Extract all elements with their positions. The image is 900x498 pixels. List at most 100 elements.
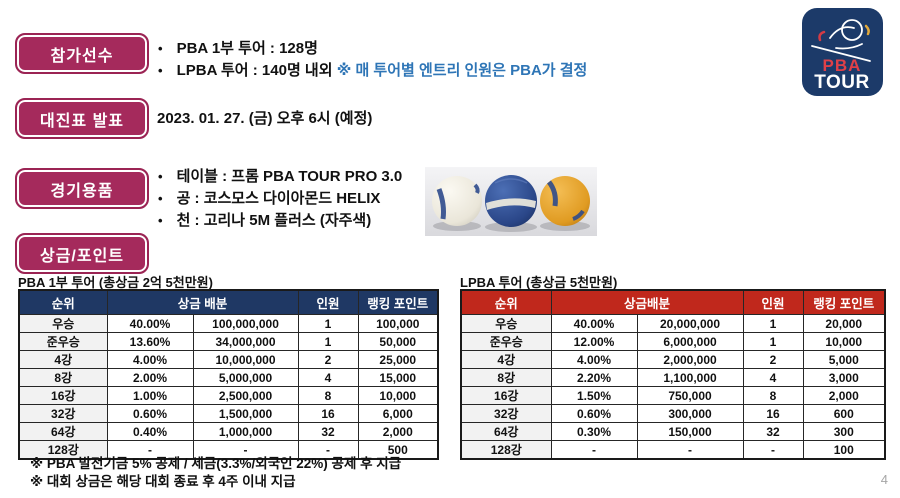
table-cell: 4.00% (106, 350, 194, 369)
table-cell: 2 (742, 350, 804, 369)
table-cell: 1 (297, 314, 359, 333)
rank-cell: 우승 (460, 314, 552, 333)
list-item: 공 : 코스모스 다이아몬드 HELIX (158, 188, 402, 210)
table-cell: 1,100,000 (636, 368, 744, 387)
table-cell: 10,000 (802, 332, 886, 351)
bullet-text: 공 : 코스모스 다이아몬드 HELIX (176, 190, 381, 207)
table-cell: 5,000,000 (192, 368, 299, 387)
table-row: 준우승 12.00% 6,000,000 1 10,000 (460, 332, 886, 351)
table-cell: 300,000 (636, 404, 744, 423)
table-cell: 20,000,000 (636, 314, 744, 333)
table-row: 8강 2.00% 5,000,000 4 15,000 (18, 368, 439, 387)
table-cell: 4 (297, 368, 359, 387)
table-cell: 100,000 (357, 314, 439, 333)
table-cell: 1.00% (106, 386, 194, 405)
table-cell: - (106, 440, 194, 460)
pba-prize-table: 순위 상금 배분 인원 랭킹 포인트 우승 40.00% 100,000,000 1 100,… (18, 289, 440, 460)
table-header-cell: 순위 (18, 289, 108, 315)
table-cell: 40.00% (106, 314, 194, 333)
table-header-cell: 인원 (742, 289, 804, 315)
rank-cell: 16강 (460, 386, 552, 405)
table-cell: 1.50% (550, 386, 638, 405)
table-cell: 34,000,000 (192, 332, 299, 351)
table-cell: 40.00% (550, 314, 638, 333)
table-cell: - (742, 440, 804, 460)
logo-text-tour: TOUR (814, 72, 869, 93)
bullet-text: LPBA 투어 : 140명 내외 (176, 62, 333, 79)
table-cell: - (192, 440, 299, 460)
table-header-row: 순위 상금배분 인원 랭킹 포인트 (460, 289, 886, 315)
list-item: LPBA 투어 : 140명 내외 ※ 매 투어별 엔트리 인원은 PBA가 결… (158, 60, 588, 82)
footnote-line: ※ PBA 발전기금 5% 공제 / 세금(3.3%/외국인 22%) 공제 후… (30, 456, 402, 471)
entry-note: ※ 매 투어별 엔트리 인원은 PBA가 결정 (336, 62, 588, 79)
section-label-text: 대진표 발표 (39, 112, 125, 130)
table-cell: 4 (742, 368, 804, 387)
table-cell: 2,500,000 (192, 386, 299, 405)
table-row: 32강 0.60% 300,000 16 600 (460, 404, 886, 423)
table-cell: 300 (802, 422, 886, 441)
section-label-text: 경기용품 (50, 182, 114, 200)
rank-cell: 16강 (18, 386, 108, 405)
lpba-prize-table: 순위 상금배분 인원 랭킹 포인트 우승 40.00% 20,000,000 1 20,000… (460, 289, 887, 460)
table-cell: 15,000 (357, 368, 439, 387)
table-cell: 150,000 (636, 422, 744, 441)
table-cell: 16 (742, 404, 804, 423)
footnotes: ※ PBA 발전기금 5% 공제 / 세금(3.3%/외국인 22%) 공제 후… (30, 455, 401, 491)
table-cell: 2.20% (550, 368, 638, 387)
equipment-bullet-list: 테이블 : 프롬 PBA TOUR PRO 3.0 공 : 코스모스 다이아몬드… (158, 166, 403, 232)
table-cell: 0.60% (550, 404, 638, 423)
table-cell: 0.40% (106, 422, 194, 441)
rank-cell: 128강 (460, 440, 552, 460)
rank-cell: 준우승 (18, 332, 108, 351)
table-cell: 500 (357, 440, 439, 460)
rank-cell: 64강 (460, 422, 552, 441)
section-label-text: 참가선수 (50, 47, 114, 65)
table-cell: 1 (297, 332, 359, 351)
table-header-cell: 상금 배분 (106, 289, 299, 315)
table-cell: 1 (742, 332, 804, 351)
table-cell: 0.30% (550, 422, 638, 441)
table-row: 준우승 13.60% 34,000,000 1 50,000 (18, 332, 439, 351)
table-header-row: 순위 상금 배분 인원 랭킹 포인트 (18, 289, 439, 315)
table-cell: 10,000,000 (192, 350, 299, 369)
rank-cell: 32강 (460, 404, 552, 423)
table-cell: - (550, 440, 638, 460)
table-row: 64강 0.30% 150,000 32 300 (460, 422, 886, 441)
table-row: 4강 4.00% 2,000,000 2 5,000 (460, 350, 886, 369)
table-row: 16강 1.50% 750,000 8 2,000 (460, 386, 886, 405)
table-header-cell: 인원 (297, 289, 359, 315)
table-row: 4강 4.00% 10,000,000 2 25,000 (18, 350, 439, 369)
section-label-equipment: 경기용품 (15, 168, 149, 209)
list-item: 테이블 : 프롬 PBA TOUR PRO 3.0 (158, 166, 403, 188)
table-cell: 1 (742, 314, 804, 333)
table-cell: 2,000,000 (636, 350, 744, 369)
table-cell: 20,000 (802, 314, 886, 333)
table-cell: 16 (297, 404, 359, 423)
table-row: 128강 - - -500 (18, 440, 439, 460)
table-row: 우승 40.00% 20,000,000 1 20,000 (460, 314, 886, 333)
rank-cell: 준우승 (460, 332, 552, 351)
table-row: 64강 0.40% 1,000,000 32 2,000 (18, 422, 439, 441)
table-row: 32강 0.60% 1,500,000 16 6,000 (18, 404, 439, 423)
rank-cell: 4강 (18, 350, 108, 369)
lpba-table-title: LPBA 투어 (총상금 5천만원) (460, 275, 618, 290)
list-item: 천 : 고리나 5M 플러스 (자주색) (158, 210, 402, 232)
table-cell: 5,000 (802, 350, 886, 369)
page-number: 4 (880, 472, 888, 487)
table-cell: 6,000 (357, 404, 439, 423)
rank-cell: 우승 (18, 314, 108, 333)
rank-cell: 8강 (18, 368, 108, 387)
table-row: 8강 2.20% 1,100,000 4 3,000 (460, 368, 886, 387)
table-cell: 100,000,000 (192, 314, 299, 333)
logo-text-pba: PBA (823, 56, 862, 75)
table-header-cell: 랭킹 포인트 (802, 289, 886, 315)
table-cell: 32 (742, 422, 804, 441)
pba-tour-logo: PBA TOUR (802, 8, 883, 96)
table-cell: 2,000 (802, 386, 886, 405)
table-cell: 25,000 (357, 350, 439, 369)
section-label-prize: 상금/포인트 (15, 233, 149, 274)
table-row: 16강 1.00% 2,500,000 8 10,000 (18, 386, 439, 405)
rank-cell: 4강 (460, 350, 552, 369)
table-header-cell: 순위 (460, 289, 552, 315)
